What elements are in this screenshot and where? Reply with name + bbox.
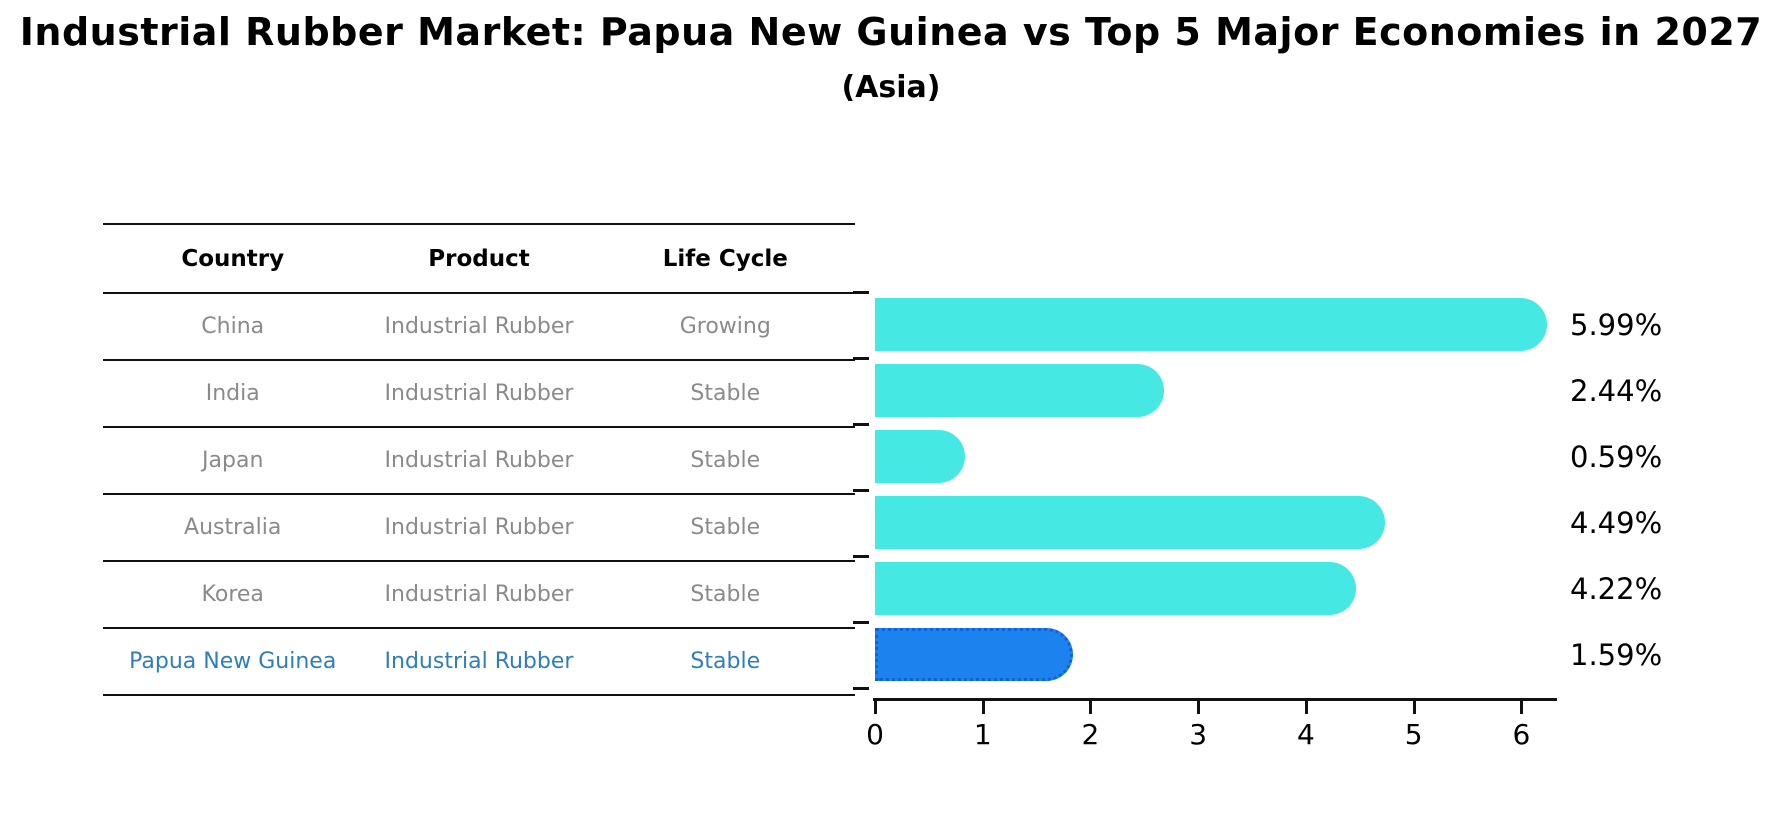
- bar-china: [875, 298, 1547, 351]
- x-axis-tick: [874, 698, 877, 714]
- page-subtitle: (Asia): [841, 70, 941, 105]
- bar-india: [875, 364, 1165, 417]
- table-row-australia: Australia Industrial Rubber Stable: [103, 495, 855, 562]
- x-axis-tick: [1412, 698, 1416, 714]
- table-row-india: India Industrial Rubber Stable: [103, 361, 855, 428]
- product-cell: Industrial Rubber: [384, 649, 574, 674]
- life-cycle-cell: Stable: [690, 515, 761, 540]
- column-header-product: Product: [428, 245, 530, 272]
- x-axis-tick-label: 3: [1189, 718, 1208, 751]
- country-cell: Australia: [184, 515, 282, 540]
- table-row-china: China Industrial Rubber Growing: [103, 294, 855, 361]
- bar-korea: [875, 562, 1357, 615]
- chart-row-japan: 0.59%: [875, 424, 1662, 490]
- y-axis-tick: [853, 488, 869, 492]
- x-axis-tick-label: 6: [1512, 718, 1531, 751]
- x-axis-tick-label: 4: [1297, 718, 1315, 751]
- product-cell: Industrial Rubber: [384, 515, 574, 540]
- life-cycle-cell: Stable: [690, 649, 761, 674]
- y-axis-tick: [853, 686, 869, 690]
- column-header-country: Country: [181, 245, 285, 272]
- x-axis-tick: [1197, 698, 1201, 714]
- product-cell: Industrial Rubber: [384, 582, 574, 607]
- table-row-korea: Korea Industrial Rubber Stable: [103, 562, 855, 629]
- product-cell: Industrial Rubber: [384, 314, 574, 339]
- country-cell: Papua New Guinea: [129, 649, 337, 674]
- x-axis-tick: [1304, 698, 1308, 714]
- table-row-papua-new-guinea: Papua New Guinea Industrial Rubber Stable: [103, 629, 855, 696]
- value-label-china: 5.99%: [1570, 308, 1663, 342]
- comparison-table: Country Product Life Cycle China Industri…: [103, 223, 855, 696]
- x-axis-tick: [1089, 698, 1093, 714]
- table-body: China Industrial Rubber Growing India Indust…: [103, 294, 855, 696]
- life-cycle-cell: Growing: [679, 314, 771, 339]
- y-axis-tick: [853, 290, 869, 294]
- country-cell: India: [205, 381, 260, 406]
- column-header-life-cycle: Life Cycle: [662, 245, 788, 272]
- chart-row-korea: 4.22%: [875, 556, 1662, 622]
- chart-row-india: 2.44%: [875, 358, 1662, 424]
- value-label-japan: 0.59%: [1570, 440, 1663, 474]
- value-label-papua-new-guinea: 1.59%: [1570, 638, 1663, 672]
- life-cycle-cell: Stable: [690, 582, 761, 607]
- product-cell: Industrial Rubber: [384, 381, 574, 406]
- x-axis-tick-label: 2: [1081, 718, 1100, 751]
- x-axis-line: [873, 698, 1557, 701]
- chart-row-china: 5.99%: [875, 292, 1662, 358]
- value-label-india: 2.44%: [1570, 374, 1663, 408]
- table-header-row: Country Product Life Cycle: [103, 225, 855, 294]
- chart-row-australia: 4.49%: [875, 490, 1662, 556]
- y-axis-tick: [853, 620, 869, 624]
- bar-australia: [875, 496, 1386, 549]
- value-label-korea: 4.22%: [1570, 572, 1663, 606]
- page-title: Industrial Rubber Market: Papua New Guin…: [19, 10, 1763, 54]
- value-label-australia: 4.49%: [1570, 506, 1663, 540]
- life-cycle-cell: Stable: [690, 448, 761, 473]
- bar-japan: [875, 430, 966, 483]
- country-cell: China: [201, 314, 265, 339]
- product-cell: Industrial Rubber: [384, 448, 574, 473]
- x-axis-tick: [1520, 698, 1524, 714]
- y-axis-tick: [853, 356, 869, 360]
- country-cell: Japan: [202, 448, 264, 473]
- x-axis-tick-label: 0: [866, 718, 884, 751]
- life-cycle-cell: Stable: [690, 381, 761, 406]
- country-cell: Korea: [201, 582, 264, 607]
- x-axis-tick-label: 1: [973, 718, 992, 751]
- x-axis-tick: [981, 698, 985, 714]
- y-axis-tick: [853, 554, 869, 558]
- table-row-japan: Japan Industrial Rubber Stable: [103, 428, 855, 495]
- chart-row-papua-new-guinea: 1.59%: [875, 622, 1662, 688]
- bar-chart: 5.99% 2.44% 0.59% 4.49% 4.22% 1.59% 0 1 2 3 4 5 6: [853, 290, 1662, 762]
- x-axis-tick-label: 5: [1404, 718, 1423, 751]
- bar-papua-new-guinea: [875, 628, 1073, 681]
- y-axis-tick: [853, 422, 869, 426]
